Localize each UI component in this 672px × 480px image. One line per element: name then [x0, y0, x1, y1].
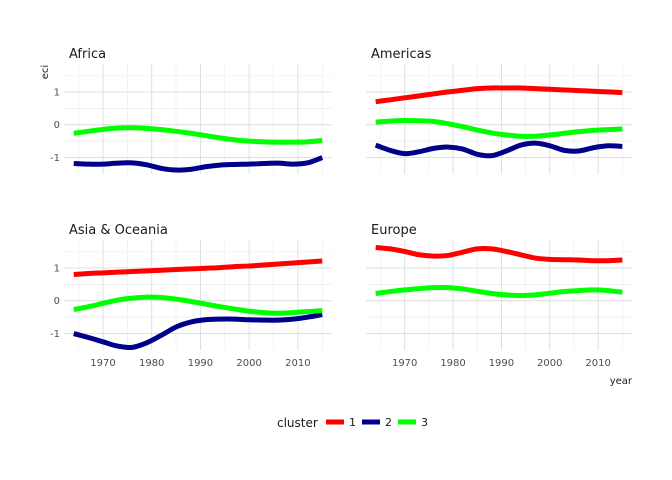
y-tick-label: 1: [54, 263, 60, 274]
x-tick-label: 1980: [139, 358, 164, 369]
legend-label-cluster-1: 1: [349, 416, 356, 429]
facet-title: Europe: [371, 223, 417, 238]
x-tick-label: 2010: [585, 358, 610, 369]
series-line-cluster-2-asia-oceania: [73, 312, 323, 351]
facet-americas: Americas: [366, 47, 632, 174]
facets-layer: Africa 1 0 -1 Americas Asia & Oceania 1 0 -1 1970…: [50, 47, 632, 369]
x-tick-label: 1970: [90, 358, 115, 369]
y-tick-label: -1: [50, 153, 60, 164]
x-tick-label: 1980: [440, 358, 465, 369]
facet-title: Asia & Oceania: [69, 223, 168, 238]
x-tick-label: 1970: [392, 358, 417, 369]
facet-africa: Africa 1 0 -1: [50, 47, 332, 174]
series-line-cluster-1-asia-oceania: [73, 258, 323, 277]
series-line-cluster-3-americas: [375, 117, 623, 139]
x-tick-label: 2000: [236, 358, 261, 369]
x-tick-label: 1990: [489, 358, 514, 369]
series-line-cluster-2-americas: [374, 140, 623, 159]
facet-europe: Europe 1970 1980 1990 2000 2010: [366, 223, 632, 369]
series-line-cluster-3-europe: [375, 284, 623, 298]
facet-title: Americas: [371, 47, 432, 62]
facet-asia-oceania: Asia & Oceania 1 0 -1 1970 1980 1990 2000 2010: [50, 223, 332, 369]
legend-label-cluster-3: 3: [421, 416, 428, 429]
legend-label-cluster-2: 2: [385, 416, 392, 429]
y-tick-label: 0: [54, 296, 60, 307]
series-line-cluster-3-africa: [73, 125, 323, 145]
y-tick-label: 1: [54, 87, 60, 98]
x-tick-label: 1990: [188, 358, 213, 369]
legend-entries: 1 2 3: [326, 416, 428, 429]
series-line-cluster-1-americas: [375, 85, 623, 105]
y-axis-title: eci: [40, 65, 51, 79]
legend: cluster 1 2 3: [277, 416, 428, 430]
y-tick-label: -1: [50, 329, 60, 340]
x-tick-label: 2010: [285, 358, 310, 369]
series-line-cluster-3-asia-oceania: [73, 294, 323, 316]
series-line-cluster-2-africa: [73, 155, 324, 173]
facet-title: Africa: [69, 47, 106, 62]
y-tick-label: 0: [54, 120, 60, 131]
series-line-cluster-1-europe: [375, 245, 623, 264]
x-tick-label: 2000: [537, 358, 562, 369]
x-axis-title: year: [610, 376, 633, 387]
legend-title: cluster: [277, 416, 318, 430]
